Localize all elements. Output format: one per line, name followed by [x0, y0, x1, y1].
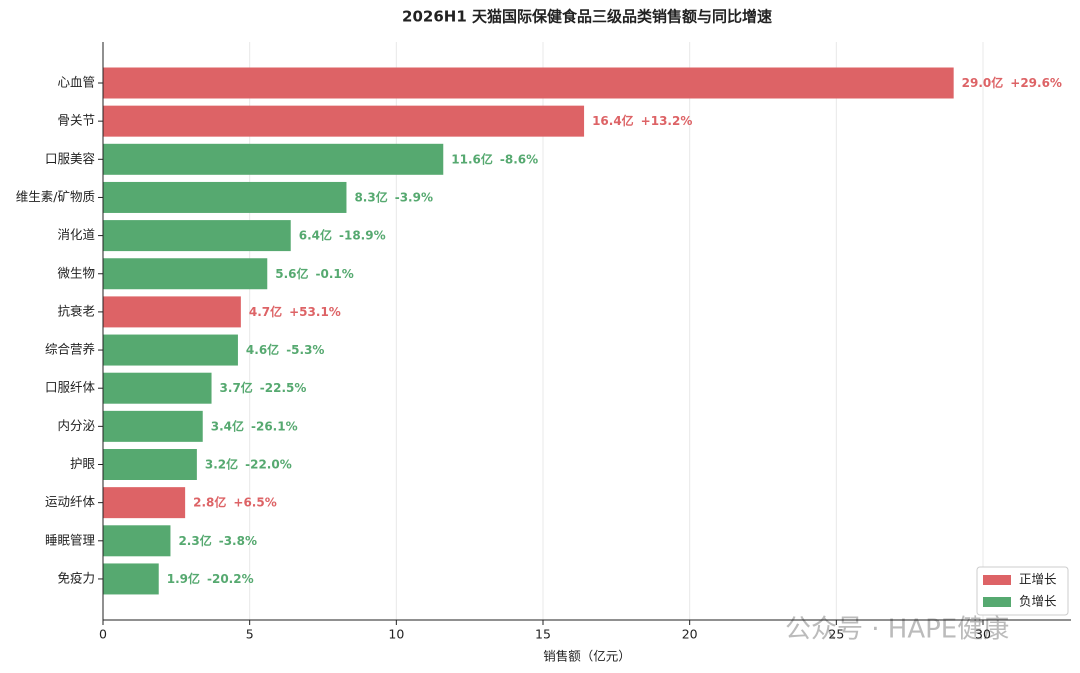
- bar: [103, 181, 347, 213]
- bar: [103, 525, 171, 557]
- value-label: 11.6亿: [451, 151, 493, 166]
- data-label: 3.2亿 -22.0%: [205, 456, 292, 471]
- growth-label: +13.2%: [641, 114, 693, 128]
- bar: [103, 296, 241, 328]
- y-tick-label: 抗衰老: [57, 303, 95, 318]
- data-label: 2.3亿 -3.8%: [178, 532, 257, 547]
- x-tick-label: 20: [682, 627, 698, 642]
- data-label: 29.0亿 +29.6%: [962, 75, 1062, 90]
- data-label: 1.9亿 -20.2%: [167, 570, 254, 585]
- value-label: 3.2亿: [205, 456, 238, 471]
- y-tick-label: 运动纤体: [45, 494, 96, 509]
- bar: [103, 105, 585, 137]
- bar: [103, 220, 291, 252]
- growth-label: -20.2%: [207, 571, 254, 585]
- data-label: 2.8亿 +6.5%: [193, 494, 277, 509]
- x-axis-label: 销售额（亿元）: [543, 649, 631, 664]
- data-label: 6.4亿 -18.9%: [299, 227, 386, 242]
- growth-label: -8.6%: [500, 152, 538, 166]
- y-tick-label: 骨关节: [57, 113, 95, 128]
- growth-label: +29.6%: [1010, 76, 1062, 90]
- x-tick-label: 10: [388, 627, 404, 642]
- chart-title: 2026H1 天猫国际保健食品三级品类销售额与同比增速: [402, 8, 772, 26]
- legend-swatch: [983, 575, 1011, 585]
- bar: [103, 67, 954, 99]
- y-tick-label: 免疫力: [57, 570, 95, 585]
- bar: [103, 143, 444, 175]
- legend-label: 负增长: [1019, 594, 1057, 609]
- data-label: 16.4亿 +13.2%: [592, 113, 692, 128]
- bar: [103, 449, 197, 480]
- x-tick-label: 15: [535, 627, 551, 642]
- growth-label: -5.3%: [286, 343, 324, 357]
- value-label: 3.4亿: [211, 418, 244, 433]
- y-tick-label: 心血管: [57, 75, 95, 90]
- data-label: 8.3亿 -3.9%: [354, 189, 433, 204]
- x-tick-label: 0: [99, 627, 107, 642]
- y-tick-label: 消化道: [57, 227, 95, 242]
- bar: [103, 563, 159, 595]
- x-tick-label: 25: [828, 627, 844, 642]
- value-label: 8.3亿: [354, 189, 387, 204]
- growth-label: -22.5%: [260, 381, 307, 395]
- growth-label: +53.1%: [289, 304, 341, 318]
- data-label: 11.6亿 -8.6%: [451, 151, 538, 166]
- value-label: 2.3亿: [178, 532, 211, 547]
- data-label: 3.7亿 -22.5%: [220, 380, 307, 395]
- value-label: 4.7亿: [249, 303, 282, 318]
- bar: [103, 258, 268, 290]
- y-tick-label: 口服美容: [45, 151, 95, 166]
- growth-label: -18.9%: [339, 228, 386, 242]
- y-tick-label: 口服纤体: [45, 380, 96, 395]
- data-label: 3.4亿 -26.1%: [211, 418, 298, 433]
- y-tick-label: 内分泌: [57, 418, 95, 433]
- bar: [103, 487, 186, 519]
- value-label: 16.4亿: [592, 113, 634, 128]
- value-label: 1.9亿: [167, 570, 200, 585]
- y-tick-label: 护眼: [70, 456, 96, 471]
- data-label: 4.6亿 -5.3%: [246, 342, 325, 357]
- y-tick-label: 睡眠管理: [45, 532, 96, 547]
- value-label: 3.7亿: [220, 380, 253, 395]
- value-label: 2.8亿: [193, 494, 226, 509]
- growth-label: -3.9%: [395, 190, 433, 204]
- growth-label: -22.0%: [245, 457, 292, 471]
- y-tick-label: 维生素/矿物质: [16, 189, 95, 204]
- value-label: 5.6亿: [275, 265, 308, 280]
- legend-swatch: [983, 597, 1011, 607]
- data-label: 4.7亿 +53.1%: [249, 303, 341, 318]
- x-tick-label: 30: [975, 627, 991, 642]
- bar: [103, 372, 212, 404]
- value-label: 6.4亿: [299, 227, 332, 242]
- y-tick-label: 微生物: [57, 265, 95, 280]
- y-tick-label: 综合营养: [45, 342, 95, 357]
- bar: [103, 410, 203, 442]
- growth-label: -3.8%: [219, 533, 257, 547]
- x-tick-label: 5: [246, 627, 254, 642]
- legend-label: 正增长: [1019, 572, 1057, 587]
- value-label: 4.6亿: [246, 342, 279, 357]
- data-label: 5.6亿 -0.1%: [275, 265, 354, 280]
- growth-label: -0.1%: [316, 266, 354, 280]
- value-label: 29.0亿: [962, 75, 1004, 90]
- bar: [103, 334, 238, 366]
- growth-label: +6.5%: [233, 495, 276, 509]
- growth-label: -26.1%: [251, 419, 298, 433]
